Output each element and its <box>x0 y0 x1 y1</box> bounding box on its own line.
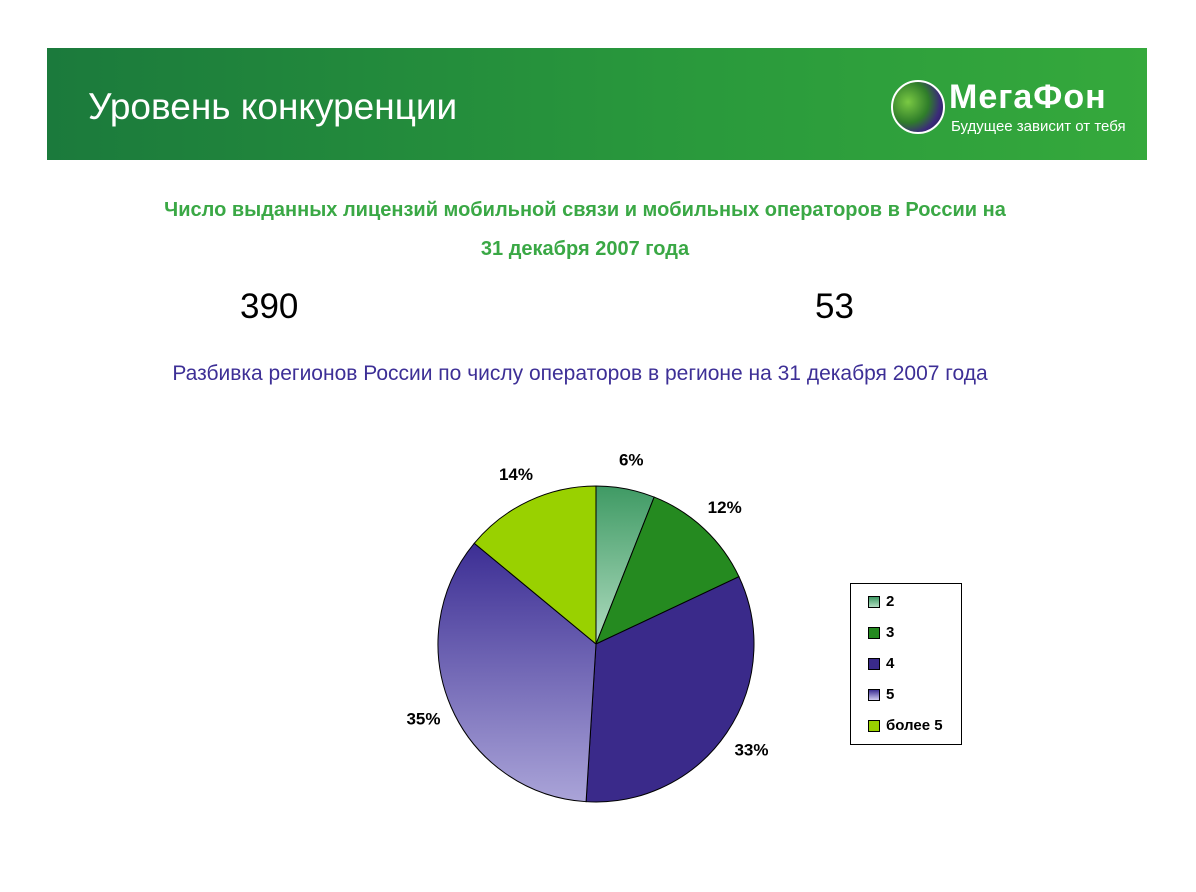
legend-swatch <box>868 626 880 639</box>
header-bar: Уровень конкуренции МегаФон Будущее зави… <box>47 48 1147 160</box>
logo-tagline: Будущее зависит от тебя <box>951 118 1126 135</box>
megafon-logo: МегаФон Будущее зависит от тебя <box>891 78 1131 138</box>
legend-swatch <box>868 688 880 701</box>
operators-count: 53 <box>815 287 854 326</box>
legend-item: 3 <box>868 624 894 641</box>
pie-data-label: 14% <box>499 465 533 484</box>
pie-data-label: 12% <box>708 498 742 517</box>
legend-label: более 5 <box>886 717 943 734</box>
legend-item: более 5 <box>868 717 943 734</box>
legend-swatch <box>868 595 880 608</box>
legend-item: 2 <box>868 593 894 610</box>
legend-label: 5 <box>886 686 895 703</box>
legend-swatch <box>868 657 880 670</box>
pie-data-label: 33% <box>734 741 768 760</box>
chart-title: Разбивка регионов России по числу операт… <box>172 362 988 385</box>
pie-slice-3 <box>595 496 740 645</box>
legend-label: 2 <box>886 593 895 610</box>
pie-data-label: 6% <box>619 450 644 469</box>
pie-slice-4 <box>585 576 755 803</box>
legend-label: 4 <box>886 655 895 672</box>
legend-item: 4 <box>868 655 894 672</box>
subtitle-line2: 31 декабря 2007 года <box>480 238 690 260</box>
subtitle-line1: Число выданных лицензий мобильной связи … <box>164 199 1006 221</box>
legend-item: 5 <box>868 686 894 703</box>
logo-emblem-icon <box>891 80 945 134</box>
legend-swatch <box>868 719 880 732</box>
pie-slice-5 <box>437 542 597 803</box>
licenses-count: 390 <box>240 287 299 326</box>
legend-label: 3 <box>886 624 895 641</box>
chart-legend: 2 3 4 5 более 5 <box>850 583 962 745</box>
pie-slice-более-5 <box>473 485 597 646</box>
slide-title: Уровень конкуренции <box>88 86 458 127</box>
logo-name: МегаФон <box>949 78 1107 116</box>
pie-data-label: 35% <box>406 710 440 729</box>
